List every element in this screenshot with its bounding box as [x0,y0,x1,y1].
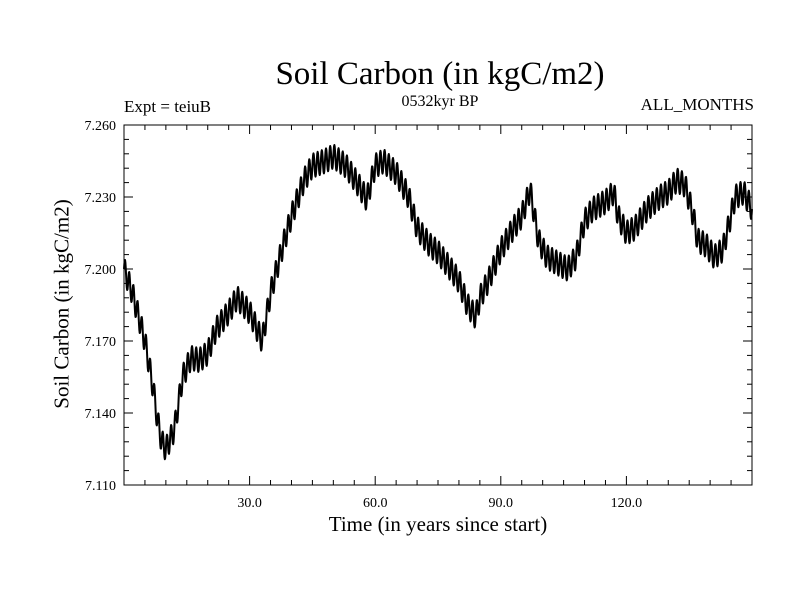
chart-title: Soil Carbon (in kgC/m2) [275,56,605,92]
y-tick-label: 7.170 [85,335,117,350]
plot-frame [123,124,753,486]
experiment-label: Expt = teiuB [124,97,212,116]
x-tick-label: 90.0 [489,496,514,511]
y-tick-label: 7.200 [85,263,117,278]
y-tick-label: 7.110 [85,479,116,494]
period-label: 0532kyr BP [401,93,479,110]
axis-ticks [124,125,752,485]
x-tick-label: 120.0 [611,496,643,511]
soil-carbon-series-line [123,144,753,461]
x-tick-label: 60.0 [363,496,388,511]
y-tick-label: 7.230 [85,191,117,206]
x-axis-label: Time (in years since start) [328,512,548,536]
y-tick-label: 7.260 [85,119,117,134]
y-tick-label: 7.140 [85,407,117,422]
tick-labels: 30.0 60.0 90.0 120.0 7.110 7.140 7.170 7.200 7.2… [85,119,643,511]
x-tick-label: 30.0 [237,496,262,511]
months-label: ALL_MONTHS [640,95,754,114]
series-layer [123,144,753,461]
